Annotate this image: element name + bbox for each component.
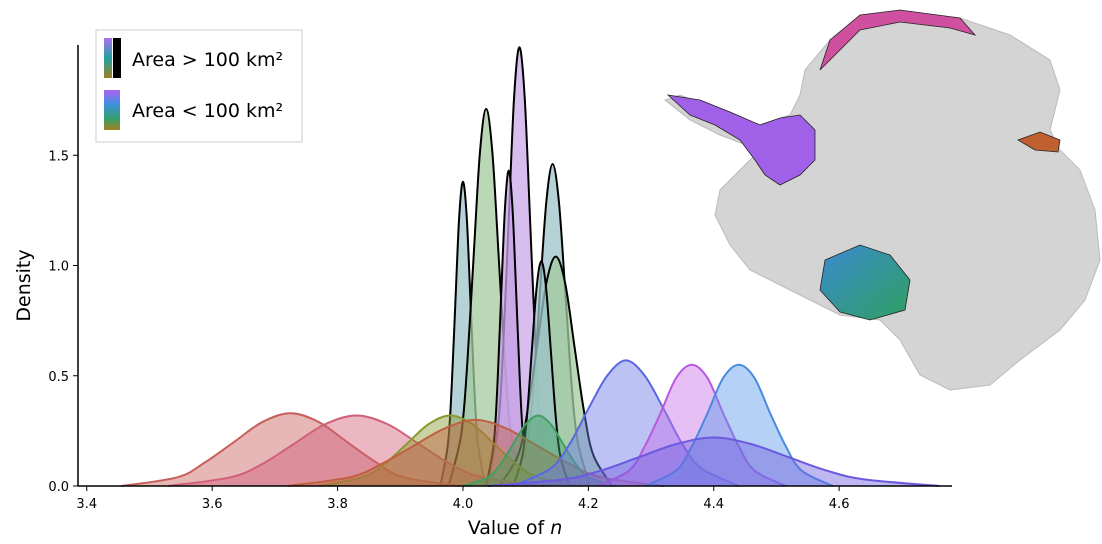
legend-label: Area < 100 km² — [132, 100, 283, 122]
y-tick-label: 0.5 — [48, 370, 69, 385]
x-tick-label: 4.0 — [453, 497, 474, 512]
x-tick-label: 3.6 — [202, 497, 223, 512]
x-tick-label: 3.4 — [76, 497, 97, 512]
continent — [665, 12, 1100, 390]
x-tick-label: 4.4 — [703, 497, 724, 512]
x-tick-label: 4.2 — [578, 497, 599, 512]
x-tick-label: 3.8 — [327, 497, 348, 512]
legend-box — [96, 30, 302, 142]
y-tick-label: 1.0 — [48, 260, 69, 275]
y-tick-label: 1.5 — [48, 149, 69, 164]
legend-swatch — [104, 90, 120, 130]
y-axis-label: Density — [13, 249, 35, 321]
x-tick-label: 4.6 — [829, 497, 850, 512]
x-axis-label: Value of n — [468, 517, 563, 539]
chart: 3.4 3.6 3.8 4.0 4.2 4.4 4.6 0.0 0.5 1.0 1.5 Value o… — [0, 0, 1102, 544]
legend-swatch — [104, 38, 112, 78]
antarctica-map — [665, 10, 1100, 390]
y-tick-label: 0.0 — [48, 480, 69, 495]
legend-label: Area > 100 km² — [132, 49, 283, 71]
legend-swatch — [113, 38, 121, 78]
legend: Area > 100 km² Area < 100 km² — [96, 30, 302, 142]
